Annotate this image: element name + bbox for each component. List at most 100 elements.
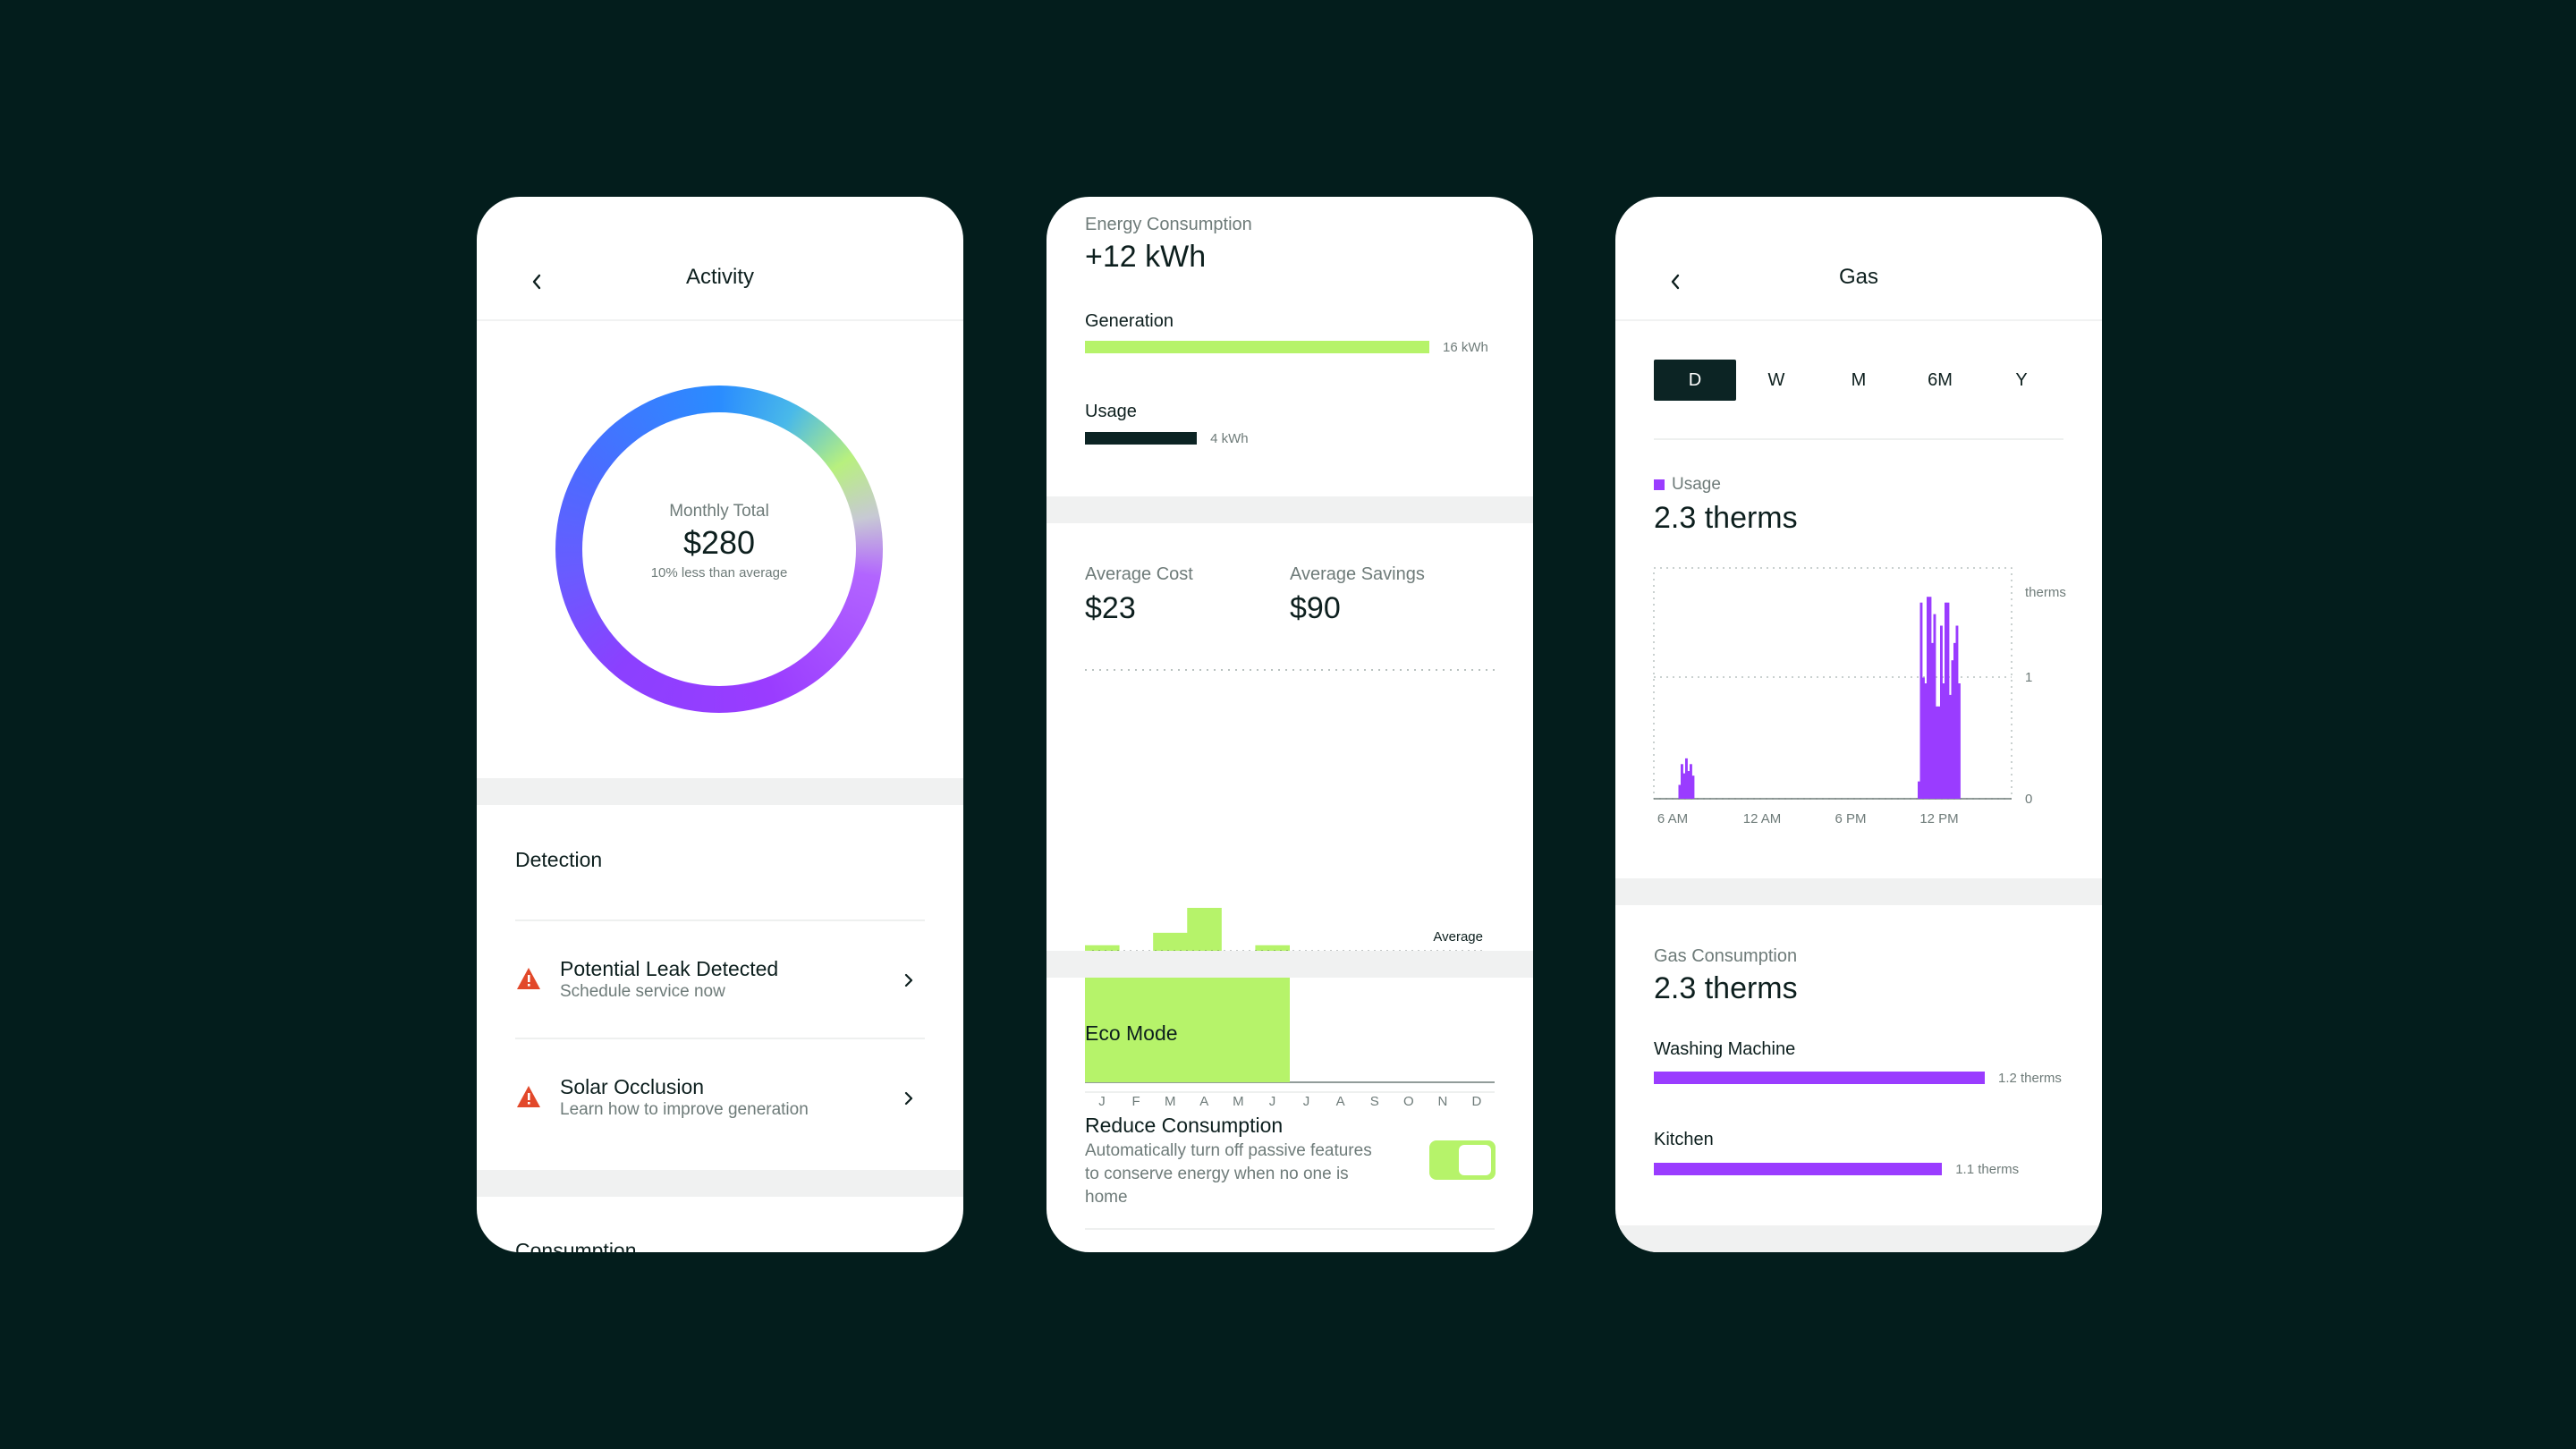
chart-bar (1221, 970, 1256, 1082)
usage-legend-swatch (1654, 479, 1665, 490)
x-tick-label: D (1472, 1094, 1482, 1109)
gas-consumption-label: Gas Consumption (1654, 946, 1798, 966)
chart-bar (1946, 602, 1950, 799)
ring-label: Monthly Total (669, 502, 769, 521)
activity-screen: Activity Monthly Total $280 10% less tha… (477, 197, 963, 1252)
eco-mode-toggle[interactable] (1429, 1140, 1496, 1180)
section-gap (1615, 878, 2102, 905)
chart-bar (1918, 781, 1920, 799)
chart-bar (1922, 677, 1925, 799)
chart-bar (1958, 683, 1961, 799)
chart-bar (1119, 970, 1154, 1082)
header-divider (477, 319, 963, 321)
x-tick-label: M (1165, 1094, 1176, 1109)
y-tick-label: 0 (2025, 792, 2032, 807)
x-tick-label: J (1269, 1094, 1276, 1109)
x-tick-label: 12 PM (1919, 811, 1958, 826)
chevron-right-icon (898, 970, 919, 991)
detection-item-title: Solar Occlusion (560, 1075, 705, 1098)
chart-bar (1949, 694, 1952, 799)
x-tick-label: J (1098, 1094, 1106, 1109)
header-divider (1615, 319, 2102, 321)
breakdown-label: Kitchen (1654, 1130, 1714, 1149)
chevron-left-icon (532, 274, 541, 290)
chart-bar (1691, 775, 1695, 799)
detection-item-subtitle: Learn how to improve generation (560, 1100, 809, 1119)
reduce-consumption-title: Reduce Consumption (1085, 1114, 1284, 1137)
detection-item[interactable]: Potential Leak Detected Schedule service… (477, 939, 963, 1032)
detection-item-title: Potential Leak Detected (560, 957, 779, 980)
detection-heading: Detection (515, 848, 603, 871)
usage-value: 4 kWh (1210, 431, 1249, 446)
chart-bar (1953, 642, 1956, 799)
avg-cost-value: $23 (1085, 591, 1136, 625)
detection-item[interactable]: Solar Occlusion Learn how to improve gen… (477, 1057, 963, 1150)
back-button[interactable] (1662, 268, 1689, 295)
consumption-heading: Consumption (515, 1239, 637, 1252)
chart-bar (1942, 683, 1945, 799)
warning-icon (517, 1086, 540, 1107)
tab-year[interactable]: Y (2015, 369, 2028, 390)
x-tick-label: J (1303, 1094, 1310, 1109)
chart-bar (1682, 773, 1686, 799)
section-gap (477, 1170, 963, 1197)
chart-bar (1937, 706, 1941, 799)
usage-label: Usage (1085, 402, 1137, 421)
toggle-knob (1459, 1145, 1491, 1175)
x-tick-label: M (1233, 1094, 1244, 1109)
gas-consumption-value: 2.3 therms (1654, 971, 1798, 1005)
chart-bar (1678, 784, 1682, 799)
y-axis-label: therms (2025, 585, 2066, 600)
chart-bar (1933, 614, 1936, 799)
monthly-cost-chart: J F M A M J J A S O N D Average (1085, 669, 1495, 1109)
reduce-consumption-desc: Automatically turn off passive features … (1085, 1141, 1372, 1207)
chart-bar (1681, 764, 1683, 799)
tab-month[interactable]: M (1851, 369, 1867, 390)
generation-label: Generation (1085, 311, 1174, 331)
eco-mode-heading: Eco Mode (1085, 1021, 1178, 1045)
x-tick-label: 12 AM (1743, 811, 1782, 826)
gas-usage-chart: 6 AM 12 AM 6 PM 12 PM therms 0 1 (1653, 567, 2066, 826)
chart-bar (1927, 597, 1929, 799)
back-button[interactable] (523, 268, 550, 295)
chart-bar (1945, 602, 1947, 799)
section-gap (1615, 1225, 2102, 1252)
chart-bar (1687, 771, 1690, 799)
tab-six-months[interactable]: 6M (1928, 369, 1953, 390)
usage-value: 2.3 therms (1654, 501, 1798, 535)
avg-savings-value: $90 (1290, 591, 1341, 625)
chart-bar (1940, 625, 1943, 799)
chart-bar (1187, 908, 1222, 1082)
avg-cost-label: Average Cost (1085, 564, 1193, 584)
usage-legend-label: Usage (1672, 475, 1721, 494)
warning-icon (517, 968, 540, 989)
gas-screen: Gas D W M 6M Y Usage 2.3 therms 6 AM 12 A… (1615, 197, 2102, 1252)
x-tick-label: A (1199, 1094, 1208, 1109)
breakdown-bar (1654, 1072, 1985, 1084)
average-label: Average (1433, 929, 1483, 945)
breakdown-bar (1654, 1163, 1943, 1175)
usage-bar (1085, 432, 1198, 445)
tab-day[interactable]: D (1654, 360, 1736, 401)
section-gap (1046, 496, 1533, 523)
breakdown-value: 1.1 therms (1955, 1162, 2020, 1177)
energy-value: +12 kWh (1085, 240, 1207, 274)
x-tick-label: 6 PM (1835, 811, 1866, 826)
breakdown-value: 1.2 therms (1998, 1071, 2062, 1086)
tab-week[interactable]: W (1767, 369, 1785, 390)
x-tick-label: F (1132, 1094, 1140, 1109)
chart-bar (1924, 683, 1928, 799)
chart-bar (1928, 597, 1932, 799)
chevron-right-icon (898, 1088, 919, 1109)
page-title: Gas (1838, 265, 1878, 289)
generation-value: 16 kWh (1443, 340, 1488, 355)
chart-bar (1955, 625, 1959, 799)
generation-bar (1085, 341, 1429, 353)
chart-bar (1931, 642, 1934, 799)
x-tick-label: O (1403, 1094, 1414, 1109)
ring-value: $280 (682, 524, 756, 561)
energy-label: Energy Consumption (1085, 215, 1252, 234)
x-tick-label: S (1370, 1094, 1379, 1109)
section-gap (477, 778, 963, 805)
x-tick-label: N (1437, 1094, 1447, 1109)
